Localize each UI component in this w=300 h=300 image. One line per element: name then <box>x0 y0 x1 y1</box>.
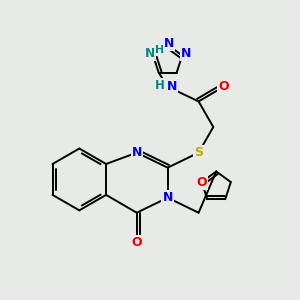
Text: N: N <box>144 47 155 61</box>
Text: N: N <box>167 80 177 93</box>
Text: O: O <box>131 236 142 249</box>
Text: S: S <box>194 146 203 159</box>
Text: N: N <box>132 146 142 159</box>
Text: N: N <box>163 191 173 204</box>
Text: N: N <box>164 37 174 50</box>
Text: H: H <box>155 79 165 92</box>
Text: H: H <box>155 45 164 55</box>
Text: O: O <box>218 80 229 93</box>
Text: N: N <box>181 47 191 61</box>
Text: O: O <box>196 176 207 189</box>
